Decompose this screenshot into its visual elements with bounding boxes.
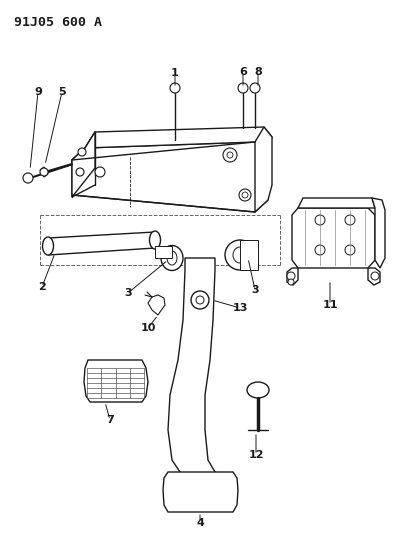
Ellipse shape <box>233 247 247 263</box>
Circle shape <box>23 173 33 183</box>
Polygon shape <box>40 167 48 177</box>
Ellipse shape <box>247 382 269 398</box>
Text: 5: 5 <box>58 87 66 97</box>
Circle shape <box>288 279 294 285</box>
Circle shape <box>345 245 355 255</box>
Text: 8: 8 <box>254 67 262 77</box>
Ellipse shape <box>161 246 183 271</box>
Polygon shape <box>163 472 238 512</box>
Polygon shape <box>48 232 155 255</box>
Circle shape <box>40 168 48 176</box>
Ellipse shape <box>150 231 160 249</box>
Polygon shape <box>372 198 385 268</box>
Circle shape <box>170 83 180 93</box>
Polygon shape <box>148 295 165 315</box>
Text: 3: 3 <box>124 288 132 298</box>
Text: 10: 10 <box>140 323 156 333</box>
Polygon shape <box>155 246 172 258</box>
Text: 7: 7 <box>106 415 114 425</box>
Polygon shape <box>24 173 32 183</box>
Circle shape <box>78 148 86 156</box>
Polygon shape <box>84 360 148 402</box>
Polygon shape <box>298 198 375 208</box>
Polygon shape <box>85 127 272 155</box>
Text: 2: 2 <box>38 282 46 292</box>
Polygon shape <box>368 268 380 285</box>
Circle shape <box>371 272 379 280</box>
Circle shape <box>315 215 325 225</box>
Text: 13: 13 <box>232 303 248 313</box>
Text: 3: 3 <box>251 285 259 295</box>
Text: 6: 6 <box>239 67 247 77</box>
Polygon shape <box>255 127 272 212</box>
Text: 4: 4 <box>196 518 204 528</box>
Circle shape <box>223 148 237 162</box>
Text: 91J05 600 A: 91J05 600 A <box>14 16 102 29</box>
Circle shape <box>95 167 105 177</box>
Polygon shape <box>72 142 268 212</box>
Circle shape <box>250 83 260 93</box>
Circle shape <box>238 83 248 93</box>
Ellipse shape <box>191 291 209 309</box>
Polygon shape <box>72 132 95 197</box>
Polygon shape <box>168 258 225 478</box>
Ellipse shape <box>225 240 255 270</box>
Text: 12: 12 <box>248 450 264 460</box>
Circle shape <box>239 189 251 201</box>
Circle shape <box>287 272 295 280</box>
Circle shape <box>76 168 84 176</box>
Ellipse shape <box>196 296 204 304</box>
Circle shape <box>315 245 325 255</box>
Text: 9: 9 <box>34 87 42 97</box>
Polygon shape <box>240 240 258 270</box>
Polygon shape <box>287 268 298 285</box>
Text: 1: 1 <box>171 68 179 78</box>
Polygon shape <box>292 208 375 268</box>
Ellipse shape <box>167 251 177 265</box>
Circle shape <box>345 215 355 225</box>
Text: 11: 11 <box>322 300 338 310</box>
Ellipse shape <box>43 237 53 255</box>
